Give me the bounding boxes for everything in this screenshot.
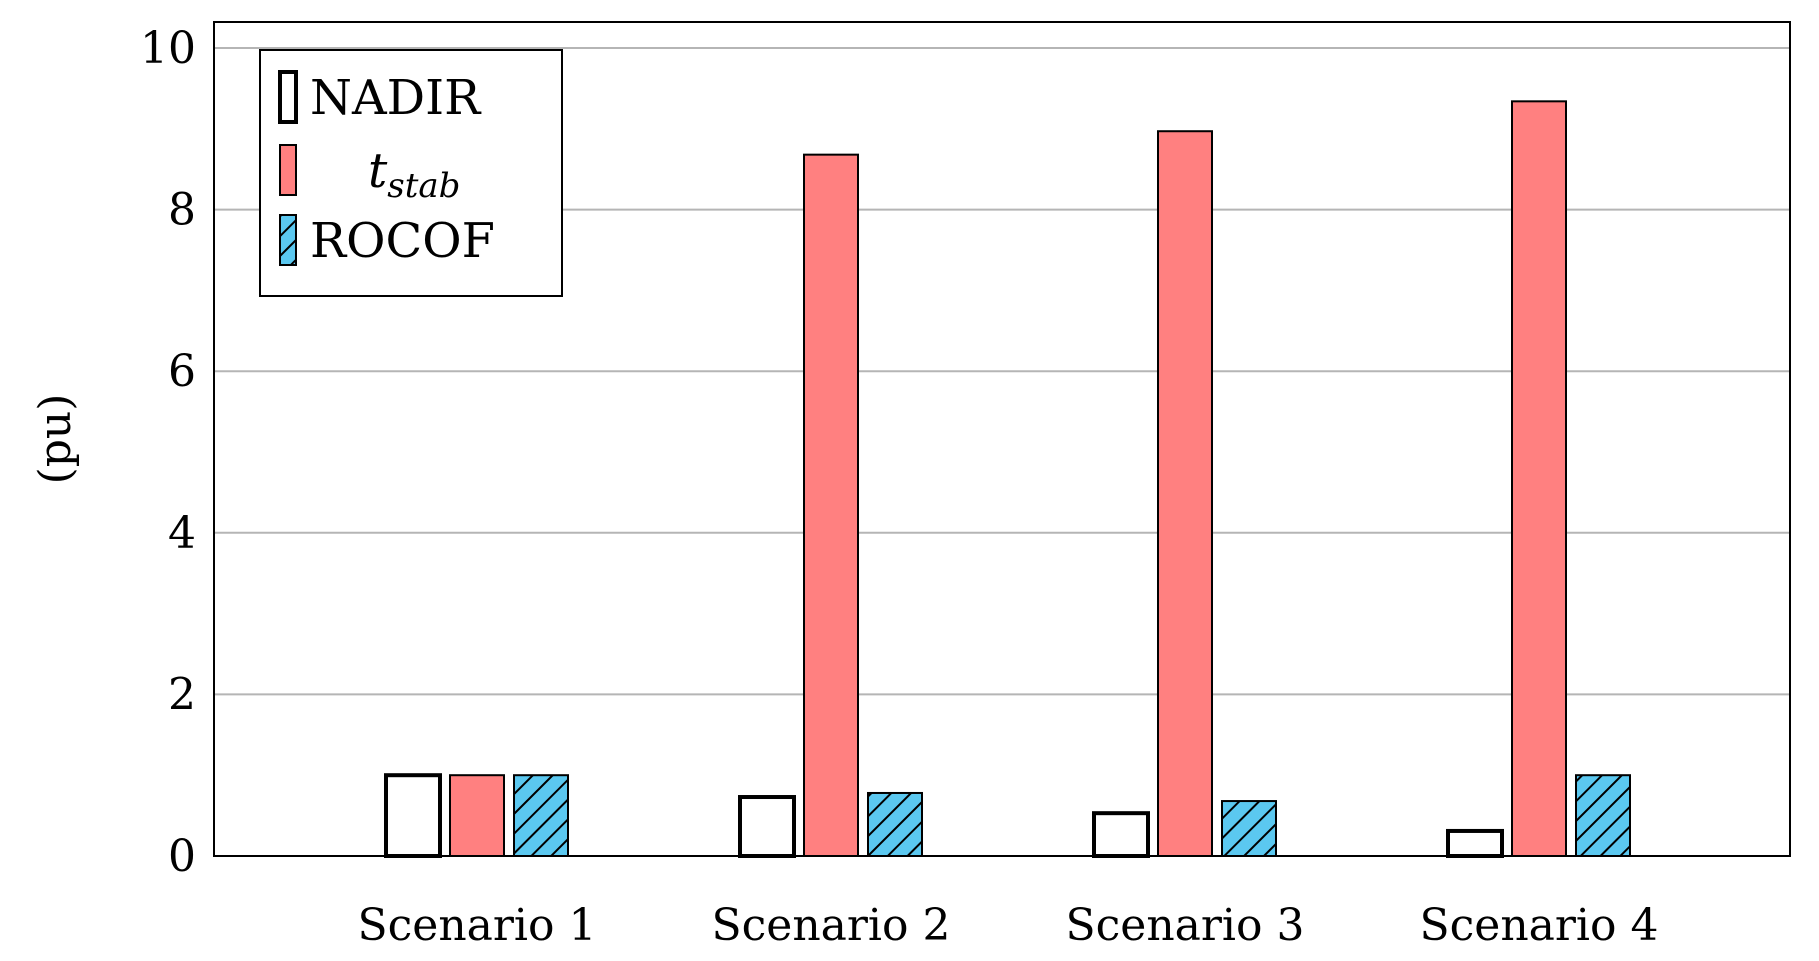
tick-labels: 0 2 4 6 8 10 Scenario 1 Scenario 2 Scenario 3 Sce… xyxy=(140,23,1658,951)
legend: NADIR tstab ROCOF xyxy=(259,49,563,297)
axes xyxy=(213,21,1791,857)
x-tick-label: Scenario 1 xyxy=(358,900,597,951)
plot-frame xyxy=(213,21,1791,857)
y-tick-label: 8 xyxy=(168,185,196,236)
y-tick-label: 4 xyxy=(168,508,196,559)
y-tick-label: 6 xyxy=(168,346,196,397)
legend-label: ROCOF xyxy=(310,213,495,269)
bar-rocof-4 xyxy=(1575,774,1631,858)
bar-t-3 xyxy=(1157,130,1213,857)
y-tick-label: 10 xyxy=(140,23,196,74)
legend-swatch xyxy=(278,70,298,124)
legend-swatch xyxy=(279,144,297,196)
bar-t-4 xyxy=(1511,100,1567,857)
bar-rocof-2 xyxy=(867,791,923,858)
legend-swatch xyxy=(279,214,297,266)
bar-nadir-2 xyxy=(738,795,796,858)
legend-label: tstab xyxy=(368,143,460,206)
x-tick-label: Scenario 2 xyxy=(712,900,951,951)
bar-nadir-1 xyxy=(384,773,442,859)
bar-t-1 xyxy=(449,774,505,858)
bars xyxy=(384,100,1631,859)
legend-box xyxy=(259,49,563,297)
y-tick-label: 2 xyxy=(168,669,196,720)
y-tick-label: 0 xyxy=(168,831,196,882)
bar-t-2 xyxy=(803,153,859,857)
bar-nadir-3 xyxy=(1092,811,1150,859)
bar-rocof-3 xyxy=(1221,800,1277,858)
bar-rocof-1 xyxy=(513,774,569,858)
x-tick-label: Scenario 4 xyxy=(1420,900,1659,951)
x-tick-label: Scenario 3 xyxy=(1066,900,1305,951)
bar-nadir-4 xyxy=(1446,828,1504,859)
legend-label: NADIR xyxy=(310,70,482,126)
y-axis-label: (pu) xyxy=(30,394,81,485)
